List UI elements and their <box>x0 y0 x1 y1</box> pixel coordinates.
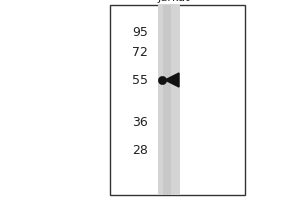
Text: Jurkat: Jurkat <box>158 0 190 3</box>
Text: 28: 28 <box>132 144 148 156</box>
Polygon shape <box>165 73 179 87</box>
Bar <box>163 5 171 195</box>
Text: 55: 55 <box>132 73 148 86</box>
Text: 72: 72 <box>132 46 148 58</box>
Text: 95: 95 <box>132 25 148 38</box>
Text: 36: 36 <box>132 116 148 129</box>
Bar <box>110 5 245 195</box>
Bar <box>158 5 180 195</box>
